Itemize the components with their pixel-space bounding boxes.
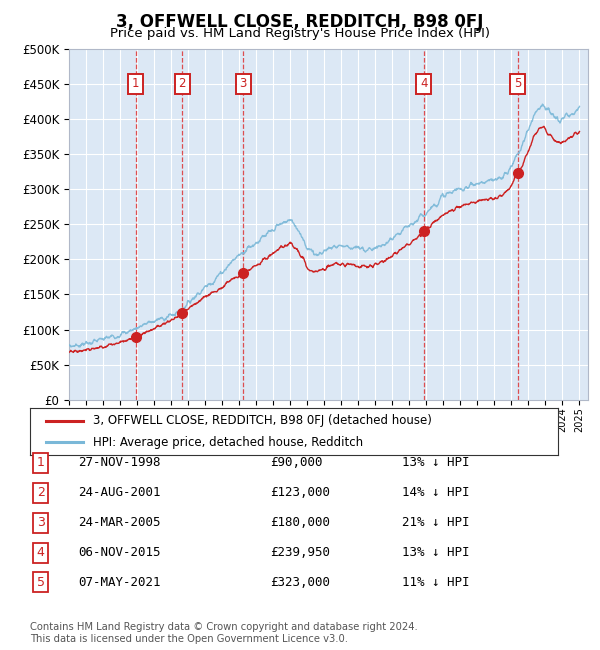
Text: 06-NOV-2015: 06-NOV-2015 [78,546,161,559]
Text: £180,000: £180,000 [270,516,330,529]
Text: £239,950: £239,950 [270,546,330,559]
Text: 2: 2 [37,486,45,499]
Text: 3, OFFWELL CLOSE, REDDITCH, B98 0FJ (detached house): 3, OFFWELL CLOSE, REDDITCH, B98 0FJ (det… [94,414,432,427]
Text: 11% ↓ HPI: 11% ↓ HPI [402,576,470,589]
Text: Contains HM Land Registry data © Crown copyright and database right 2024.
This d: Contains HM Land Registry data © Crown c… [30,622,418,644]
Text: 3: 3 [239,77,247,90]
Text: 07-MAY-2021: 07-MAY-2021 [78,576,161,589]
Text: 4: 4 [420,77,428,90]
Text: 4: 4 [37,546,45,559]
Text: 24-AUG-2001: 24-AUG-2001 [78,486,161,499]
Text: £123,000: £123,000 [270,486,330,499]
Text: 3: 3 [37,516,45,529]
Text: £323,000: £323,000 [270,576,330,589]
Text: 27-NOV-1998: 27-NOV-1998 [78,456,161,469]
Text: 1: 1 [132,77,139,90]
Text: 5: 5 [37,576,45,589]
Text: Price paid vs. HM Land Registry's House Price Index (HPI): Price paid vs. HM Land Registry's House … [110,27,490,40]
Text: 14% ↓ HPI: 14% ↓ HPI [402,486,470,499]
Text: 2: 2 [178,77,186,90]
Text: 13% ↓ HPI: 13% ↓ HPI [402,546,470,559]
Text: 21% ↓ HPI: 21% ↓ HPI [402,516,470,529]
Text: 5: 5 [514,77,521,90]
Text: HPI: Average price, detached house, Redditch: HPI: Average price, detached house, Redd… [94,436,364,449]
Text: 13% ↓ HPI: 13% ↓ HPI [402,456,470,469]
Text: 3, OFFWELL CLOSE, REDDITCH, B98 0FJ: 3, OFFWELL CLOSE, REDDITCH, B98 0FJ [116,13,484,31]
Text: £90,000: £90,000 [270,456,323,469]
Text: 24-MAR-2005: 24-MAR-2005 [78,516,161,529]
Text: 1: 1 [37,456,45,469]
